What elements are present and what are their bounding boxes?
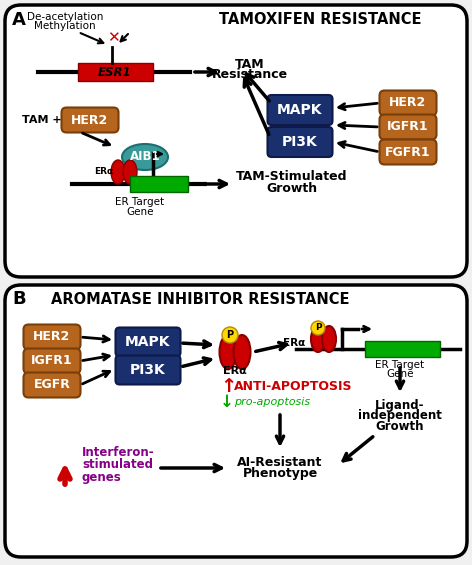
Text: ✕: ✕ (107, 30, 119, 45)
Circle shape (222, 327, 238, 343)
Text: ERα: ERα (223, 366, 247, 376)
Text: ERα: ERα (283, 338, 305, 348)
Text: genes: genes (82, 471, 122, 484)
FancyBboxPatch shape (24, 324, 81, 350)
Text: Gene: Gene (386, 369, 414, 379)
Ellipse shape (322, 326, 336, 352)
Text: PI3K: PI3K (130, 363, 166, 377)
Text: ER Target: ER Target (116, 197, 165, 207)
Text: Growth: Growth (266, 181, 318, 194)
Text: ESR1: ESR1 (98, 66, 132, 79)
Text: De-acetylation: De-acetylation (27, 12, 103, 22)
Bar (365, 341, 440, 357)
Text: AI-Resistant: AI-Resistant (237, 455, 323, 468)
Ellipse shape (122, 144, 168, 170)
Ellipse shape (111, 160, 125, 184)
FancyBboxPatch shape (24, 372, 81, 398)
Text: TAM: TAM (235, 59, 265, 72)
Text: AROMATASE INHIBITOR RESISTANCE: AROMATASE INHIBITOR RESISTANCE (51, 292, 349, 307)
FancyBboxPatch shape (24, 349, 81, 373)
Text: Interferon-: Interferon- (82, 446, 155, 459)
Text: ANTI-APOPTOSIS: ANTI-APOPTOSIS (234, 380, 353, 393)
Text: Phenotype: Phenotype (243, 467, 318, 480)
FancyBboxPatch shape (116, 328, 180, 357)
FancyBboxPatch shape (61, 107, 118, 133)
Circle shape (311, 321, 325, 335)
FancyBboxPatch shape (116, 355, 180, 385)
Text: PI3K: PI3K (282, 135, 318, 149)
Text: independent: independent (358, 410, 442, 423)
Text: AIB1: AIB1 (130, 150, 160, 163)
Text: EGFR: EGFR (34, 379, 70, 392)
Ellipse shape (219, 335, 236, 369)
Text: A: A (12, 11, 26, 29)
Text: B: B (12, 290, 25, 308)
Text: P: P (227, 330, 234, 340)
Text: MAPK: MAPK (277, 103, 323, 117)
Ellipse shape (234, 335, 251, 369)
Text: pro-apoptosis: pro-apoptosis (234, 397, 310, 407)
FancyBboxPatch shape (268, 95, 332, 125)
FancyBboxPatch shape (5, 5, 467, 277)
Bar (130, 176, 188, 192)
Text: Methylation: Methylation (34, 21, 96, 31)
Text: HER2: HER2 (389, 97, 427, 110)
Text: IGFR1: IGFR1 (31, 354, 73, 367)
Text: ERα: ERα (94, 167, 114, 176)
Text: TAM +: TAM + (22, 115, 62, 125)
Text: MAPK: MAPK (125, 335, 171, 349)
Text: HER2: HER2 (34, 331, 71, 344)
FancyBboxPatch shape (379, 90, 437, 115)
Ellipse shape (123, 160, 137, 184)
Text: ER Target: ER Target (375, 360, 424, 370)
FancyBboxPatch shape (5, 285, 467, 557)
Text: HER2: HER2 (71, 114, 109, 127)
Text: P: P (315, 324, 321, 332)
Text: stimulated: stimulated (82, 459, 153, 472)
Text: TAM-Stimulated: TAM-Stimulated (236, 171, 348, 184)
Text: ↓: ↓ (220, 393, 234, 411)
FancyBboxPatch shape (379, 115, 437, 140)
Text: Growth: Growth (376, 420, 424, 433)
Text: ↑: ↑ (220, 377, 236, 397)
Text: Gene: Gene (126, 207, 154, 217)
Text: IGFR1: IGFR1 (387, 120, 429, 133)
Ellipse shape (311, 326, 325, 352)
Text: FGFR1: FGFR1 (385, 146, 431, 159)
Text: TAMOXIFEN RESISTANCE: TAMOXIFEN RESISTANCE (219, 12, 421, 27)
FancyBboxPatch shape (379, 140, 437, 164)
FancyBboxPatch shape (268, 127, 332, 157)
Bar (78, 63, 153, 81)
Text: Ligand-: Ligand- (375, 398, 425, 411)
Text: Resistance: Resistance (212, 68, 288, 81)
